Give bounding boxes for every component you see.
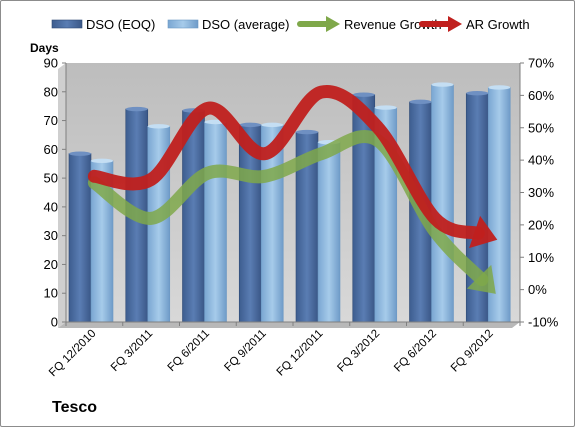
x-tick-label: FQ 3/2012 [335, 328, 382, 375]
y-tick-label: 0 [51, 315, 58, 330]
plot-side-wall [58, 63, 66, 328]
bar-dso-average [204, 121, 227, 323]
y2-tick-label: 10% [528, 250, 554, 265]
legend-label-dso-average: DSO (average) [202, 17, 289, 32]
y-tick-label: 50 [44, 171, 58, 186]
company-name: Tesco [52, 399, 98, 416]
y-axis-title: Days [30, 41, 59, 55]
x-tick-label: FQ 9/2011 [222, 328, 268, 374]
arrow-head-revenue-growth [466, 264, 496, 294]
arrow-line-ar-growth [87, 85, 485, 240]
bar-top-dso-eoq [409, 99, 432, 105]
y2-tick-label: 70% [528, 56, 554, 71]
x-tick-label: FQ 12/2010 [47, 328, 98, 379]
bar-top-dso-average [91, 158, 113, 164]
bar-dso-eoq [68, 153, 92, 323]
y-tick-label: 90 [44, 56, 58, 71]
y-tick-label: 20 [44, 257, 58, 272]
bar-top-dso-eoq [466, 91, 489, 96]
bar-top-dso-average [374, 105, 397, 110]
bar-top-dso-average [431, 82, 454, 87]
bar-top-dso-eoq [125, 106, 148, 112]
y2-tick-label: 60% [528, 88, 554, 103]
bar-top-dso-eoq [239, 122, 262, 128]
legend-label-ar-growth: AR Growth [466, 17, 530, 32]
bar-dso-average [431, 84, 454, 323]
arrow-head-ar-growth [469, 215, 498, 249]
bar-top-dso-eoq [296, 129, 318, 135]
y-tick-label: 60 [44, 142, 58, 157]
bar-top-dso-average [261, 122, 284, 128]
x-tick-label: FQ 9/2012 [449, 328, 496, 375]
y2-tick-label: 40% [528, 153, 554, 168]
y2-tick-label: 20% [528, 217, 554, 232]
legend-label-dso-eoq: DSO (EOQ) [86, 17, 155, 32]
x-tick-label: FQ 3/2011 [109, 328, 155, 374]
bar-top-dso-eoq [69, 151, 91, 156]
legend-arrow-revenue-growth [326, 16, 340, 32]
y2-tick-label: 0% [528, 282, 547, 297]
arrow-line-revenue-growth [87, 129, 489, 287]
legend-swatch-dso-eoq [51, 19, 83, 29]
y2-tick-label: 30% [528, 185, 554, 200]
bar-dso-average [317, 141, 341, 323]
legend-arrow-ar-growth [448, 16, 462, 32]
y-tick-label: 40 [44, 199, 58, 214]
y-tick-label: 30 [44, 228, 58, 243]
legend-swatch-dso-average [167, 19, 199, 29]
bar-top-dso-eoq [352, 92, 375, 97]
y-tick-label: 70 [44, 113, 58, 128]
y-tick-label: 80 [44, 84, 58, 99]
plot-floor [58, 322, 520, 328]
bar-top-dso-average [147, 124, 170, 129]
y2-tick-label: -10% [528, 315, 559, 330]
x-tick-label: FQ 12/2011 [275, 328, 326, 379]
bar-top-dso-average [488, 85, 511, 90]
x-tick-label: FQ 6/2012 [392, 328, 439, 375]
legend-label-revenue-growth: Revenue Growth [344, 17, 442, 32]
x-tick-label: FQ 6/2011 [166, 328, 212, 374]
y2-tick-label: 50% [528, 120, 554, 135]
y-tick-label: 10 [44, 286, 58, 301]
